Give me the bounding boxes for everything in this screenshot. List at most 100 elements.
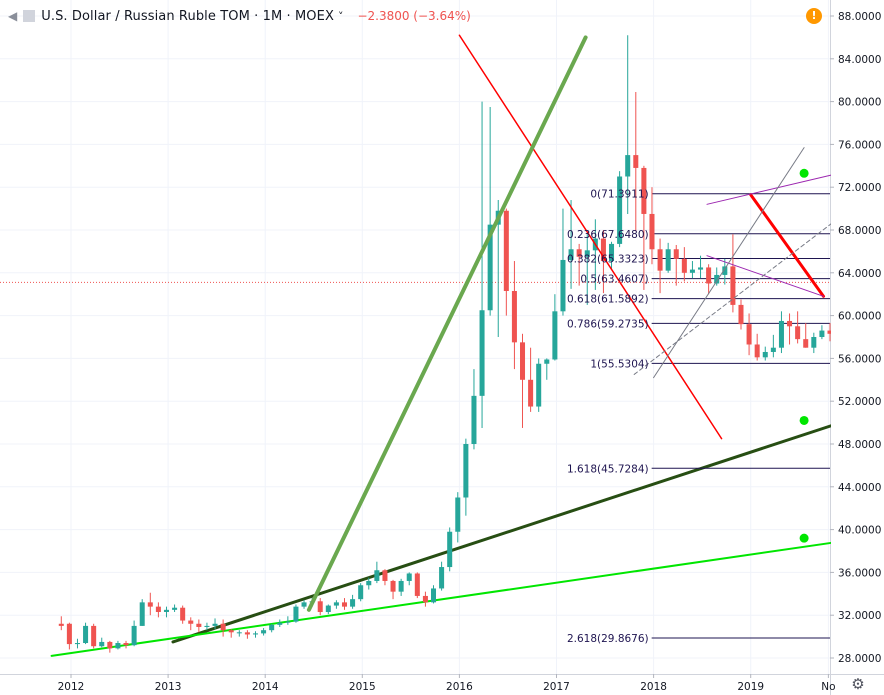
- candle: [155, 602, 161, 618]
- gear-icon[interactable]: ⚙: [851, 675, 865, 693]
- candle: [689, 261, 695, 279]
- candle: [277, 619, 283, 627]
- candle: [803, 323, 809, 348]
- candle: [787, 313, 793, 345]
- candle: [665, 242, 671, 273]
- candle: [762, 346, 768, 361]
- candle: [317, 598, 323, 616]
- fib-level-label: 2.618(29.8676): [567, 633, 649, 645]
- purple-upper: [706, 173, 835, 205]
- candle: [754, 333, 760, 361]
- candle: [58, 616, 64, 631]
- collapse-icon[interactable]: ◀: [8, 9, 18, 23]
- candle-body: [754, 344, 760, 358]
- candle: [706, 264, 712, 295]
- candle-body: [301, 602, 307, 607]
- candle: [293, 604, 299, 623]
- candle-body: [123, 643, 129, 646]
- candle: [455, 492, 461, 543]
- candle-body: [107, 641, 113, 649]
- fib-level-label: 1.618(45.7284): [567, 463, 649, 475]
- candle-body: [568, 249, 574, 260]
- candle-body: [341, 602, 348, 607]
- symbol-title[interactable]: U.S. Dollar / Russian Ruble TOM · 1M · M…: [41, 8, 334, 24]
- candle: [406, 572, 412, 586]
- candle-body: [536, 363, 542, 407]
- candle-body: [366, 580, 372, 586]
- candle-body: [139, 602, 145, 626]
- candle-body: [560, 259, 566, 312]
- candle: [74, 638, 80, 649]
- candle: [722, 258, 728, 285]
- candle-body: [722, 266, 728, 275]
- price-tick-label: 32.0000: [838, 610, 881, 622]
- fib-level-label: 0.786(59.2735): [567, 318, 649, 330]
- candle-body: [204, 625, 210, 627]
- candle-body: [487, 224, 493, 311]
- price-tick-label: 84.0000: [838, 54, 881, 66]
- candle: [576, 243, 582, 286]
- candle: [430, 585, 437, 604]
- alert-icon[interactable]: !: [806, 8, 822, 24]
- price-tick-label: 28.0000: [838, 653, 881, 665]
- candle-body: [520, 342, 526, 380]
- candle-body: [74, 643, 80, 645]
- candle-body: [236, 632, 242, 634]
- price-tick-label: 88.0000: [838, 11, 881, 23]
- candle: [827, 323, 833, 342]
- candle-body: [220, 623, 226, 631]
- candle: [269, 623, 275, 633]
- candle-body: [673, 249, 679, 259]
- candle-body: [358, 585, 364, 600]
- gray-dashed: [633, 220, 835, 375]
- price-tick-label: 68.0000: [838, 225, 881, 237]
- candle-body: [576, 249, 582, 257]
- price-tick-label: 60.0000: [838, 311, 881, 323]
- candle: [673, 244, 679, 286]
- time-axis[interactable]: 2012 2013 2014 2015 2016 2017 2018 2019 No: [58, 674, 836, 693]
- trend-lines[interactable]: [306, 34, 835, 612]
- markers: [799, 168, 809, 543]
- candle: [487, 106, 493, 316]
- candle-body: [770, 347, 776, 352]
- price-axis[interactable]: 28.0000 32.0000 36.0000 40.0000 44.0000 48.00…: [830, 0, 884, 674]
- candle: [188, 617, 194, 631]
- price-tick-label: 56.0000: [838, 353, 881, 365]
- chevron-down-icon[interactable]: ˅: [337, 9, 344, 23]
- fib-level-label: 1(55.5304): [590, 358, 648, 370]
- green-up-trend: [306, 35, 588, 612]
- candle-body: [277, 622, 283, 625]
- candle: [568, 200, 574, 289]
- candle: [244, 630, 250, 639]
- candle: [520, 333, 526, 428]
- time-tick-label: 2017: [543, 681, 570, 693]
- candle: [641, 165, 647, 290]
- candle: [633, 91, 639, 232]
- time-tick-label: 2014: [252, 681, 279, 693]
- candle-body: [714, 274, 720, 284]
- grid-lines: [0, 0, 830, 674]
- candle: [390, 579, 396, 600]
- candle-body: [787, 320, 793, 327]
- candle: [83, 622, 89, 645]
- price-tick-label: 36.0000: [838, 567, 881, 579]
- candle: [301, 600, 307, 609]
- red-down-trend: [458, 34, 723, 440]
- candle: [819, 325, 825, 340]
- candle-body: [155, 606, 161, 612]
- candle: [172, 604, 178, 612]
- candle: [66, 622, 72, 650]
- candle: [252, 631, 258, 638]
- red-channel-line: [749, 193, 826, 298]
- candle-body: [58, 623, 64, 626]
- candle: [107, 640, 113, 653]
- candle-body: [147, 602, 153, 607]
- candle: [746, 313, 752, 356]
- candle: [139, 599, 145, 626]
- candle-body: [625, 155, 631, 177]
- candle-body: [163, 609, 169, 612]
- price-axis-bg: [831, 0, 884, 674]
- candle: [471, 369, 477, 450]
- candle-body: [83, 625, 89, 644]
